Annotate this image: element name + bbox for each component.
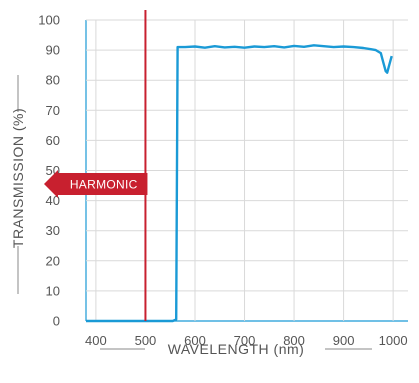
y-tick-label: 10	[46, 283, 60, 298]
y-axis-title: TRANSMISSION (%)	[10, 108, 26, 248]
y-tick-label: 70	[46, 103, 60, 118]
y-tick-label: 80	[46, 73, 60, 88]
y-tick-label: 60	[46, 133, 60, 148]
x-tick-label: 500	[135, 333, 157, 348]
gridlines	[86, 19, 408, 321]
y-tick-label: 30	[46, 223, 60, 238]
y-tick-label: 0	[53, 314, 60, 329]
harmonic-arrow	[44, 170, 148, 199]
x-axis-title-group: WAVELENGTH (nm)	[100, 341, 372, 357]
x-tick-label: 600	[184, 333, 206, 348]
y-axis-title-group: TRANSMISSION (%)	[10, 75, 26, 294]
transmission-series-line	[86, 44, 393, 323]
x-tick-labels: 400 500 600 700 800 900 1000	[85, 333, 408, 348]
harmonic-label: HARMONIC	[70, 178, 138, 192]
y-tick-label: 40	[46, 193, 60, 208]
x-tick-label: 800	[283, 333, 305, 348]
y-tick-label: 100	[38, 13, 60, 28]
x-tick-label: 900	[333, 333, 355, 348]
x-axis-title: WAVELENGTH (nm)	[168, 341, 305, 357]
x-tick-label: 1000	[379, 333, 408, 348]
y-tick-label: 20	[46, 253, 60, 268]
x-tick-label: 700	[234, 333, 256, 348]
x-tick-label: 400	[85, 333, 107, 348]
y-tick-label: 90	[46, 43, 60, 58]
